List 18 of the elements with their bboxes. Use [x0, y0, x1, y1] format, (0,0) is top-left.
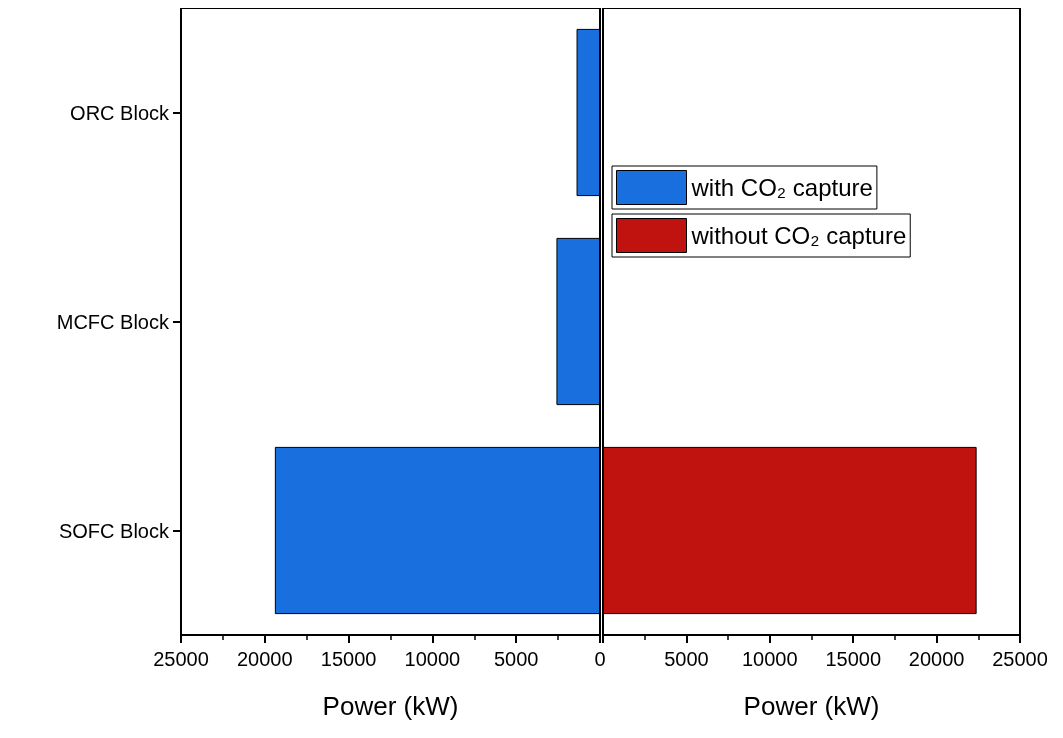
x-tick-label: 5000 — [493, 648, 539, 670]
x-tick-label: 15000 — [825, 648, 882, 670]
x-tick-label: 25000 — [992, 648, 1048, 670]
x-tick-label: 20000 — [236, 648, 293, 670]
x-tick-label: 5000 — [664, 648, 709, 670]
x-tick-label: 20000 — [908, 648, 965, 670]
y-tick-label: ORC Block — [70, 101, 170, 124]
y-tick-label: SOFC Block — [58, 519, 170, 542]
x-tick-label: 10000 — [404, 648, 461, 670]
x-tick-label: 0 — [594, 648, 606, 670]
x-tick-label: 25000 — [153, 648, 209, 670]
x-axis-title: Power (kW) — [322, 691, 459, 721]
x-axis-title: Power (kW) — [743, 691, 880, 721]
y-tick-label: MCFC Block — [56, 310, 170, 333]
legend-label: without CO₂ capture — [690, 222, 907, 249]
x-tick-label: 10000 — [741, 648, 798, 670]
legend-label: with CO₂ capture — [690, 174, 873, 201]
x-tick-label: 15000 — [320, 648, 377, 670]
